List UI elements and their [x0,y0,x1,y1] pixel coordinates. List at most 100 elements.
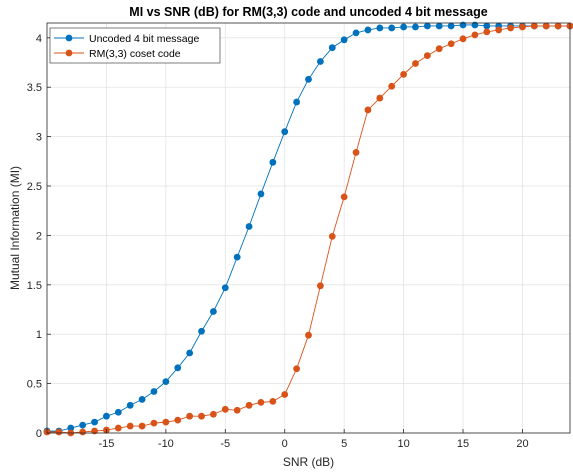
data-point-rm33 [245,401,253,409]
data-point-uncoded [352,29,360,37]
y-tick-label: 0.5 [27,379,42,391]
data-point-uncoded [269,158,277,166]
x-axis-label: SNR (dB) [283,455,334,469]
axis-ticks: -15 -10 -5 0 5 10 15 20 0 0.5 1 1.5 2 2.5 3 3.5 4 [27,33,529,450]
data-point-uncoded [305,75,312,83]
x-tick-label: -10 [158,438,174,450]
data-point-uncoded [79,421,87,429]
data-point-rm33 [210,410,217,418]
data-point-uncoded [114,408,122,416]
data-point-rm33 [138,422,146,430]
data-point-uncoded [293,98,301,106]
legend-marker-rm33 [65,49,73,57]
data-point-rm33 [435,45,443,53]
y-tick-label: 3.5 [27,82,42,94]
data-point-uncoded [257,190,265,198]
data-point-uncoded [316,58,324,65]
y-tick-label: 1 [36,329,42,341]
data-point-uncoded [103,412,110,420]
data-point-uncoded [471,21,479,29]
data-point-uncoded [364,26,372,34]
data-point-uncoded [210,308,217,315]
y-tick-label: 1.5 [27,280,42,292]
x-tick-label: 5 [341,438,347,450]
data-point-rm33 [55,428,63,436]
data-point-rm33 [471,31,479,39]
data-point-rm33 [91,427,98,435]
data-point-uncoded [376,24,384,32]
data-point-rm33 [507,24,514,32]
data-point-rm33 [554,22,562,30]
data-point-rm33 [269,397,277,405]
legend-label-rm33: RM(3,3) coset code [89,48,181,60]
x-tick-label: 15 [457,438,469,450]
data-point-rm33 [412,60,419,67]
data-point-rm33 [257,398,265,406]
data-point-rm33 [495,26,503,34]
data-point-rm33 [186,412,194,420]
data-point-rm33 [483,28,491,36]
data-point-rm33 [316,282,324,290]
data-point-rm33 [79,428,87,436]
data-point-rm33 [542,22,550,30]
x-tick-label: 0 [282,438,288,450]
data-point-rm33 [174,416,182,424]
data-point-uncoded [400,23,407,31]
data-point-uncoded [447,22,455,30]
chart-title: MI vs SNR (dB) for RM(3,3) code and unco… [129,5,487,19]
data-point-uncoded [174,364,182,372]
legend-label-uncoded: Uncoded 4 bit message [89,33,199,45]
data-point-rm33 [447,40,455,48]
data-point-rm33 [293,365,301,373]
data-point-uncoded [126,401,134,409]
data-point-rm33 [126,422,134,430]
legend: Uncoded 4 bit message RM(3,3) coset code [49,27,221,64]
data-point-uncoded [435,22,443,30]
y-axis-label: Mutual Information (MI) [8,166,22,290]
data-point-uncoded [221,284,229,292]
data-point-rm33 [530,22,538,30]
data-point-rm33 [340,193,348,201]
y-tick-label: 2 [36,230,42,242]
data-point-uncoded [233,253,241,261]
data-point-uncoded [186,349,194,357]
data-point-uncoded [340,36,348,44]
data-point-uncoded [423,22,431,30]
data-point-rm33 [423,52,431,60]
data-point-rm33 [162,418,170,426]
legend-marker-uncoded [65,34,73,42]
data-point-uncoded [412,23,419,31]
y-tick-label: 4 [36,33,42,45]
y-tick-label: 2.5 [27,181,42,193]
data-point-rm33 [459,35,467,43]
data-point-rm33 [519,23,526,31]
data-point-uncoded [483,22,491,30]
data-point-rm33 [352,149,360,156]
data-point-uncoded [459,21,467,29]
plot-frame [46,22,571,434]
data-point-uncoded [388,24,396,32]
legend-box [49,27,221,64]
x-tick-label: -15 [98,438,114,450]
data-point-rm33 [400,70,407,78]
data-point-uncoded [328,44,336,52]
y-tick-label: 3 [36,132,42,144]
data-point-uncoded [245,223,253,230]
data-point-rm33 [233,406,241,414]
data-point-rm33 [364,106,372,114]
data-point-uncoded [91,418,98,426]
data-point-uncoded [198,327,205,335]
x-tick-label: 20 [516,438,528,450]
y-tick-label: 0 [36,428,42,440]
data-point-uncoded [150,388,158,395]
series-layer [43,21,573,437]
data-point-uncoded [138,396,146,403]
data-point-rm33 [305,331,312,339]
data-point-rm33 [221,405,229,413]
data-point-rm33 [376,94,384,102]
plot-area [47,23,570,433]
data-point-uncoded [67,424,75,432]
x-tick-label: 10 [397,438,409,450]
data-point-rm33 [281,391,289,398]
